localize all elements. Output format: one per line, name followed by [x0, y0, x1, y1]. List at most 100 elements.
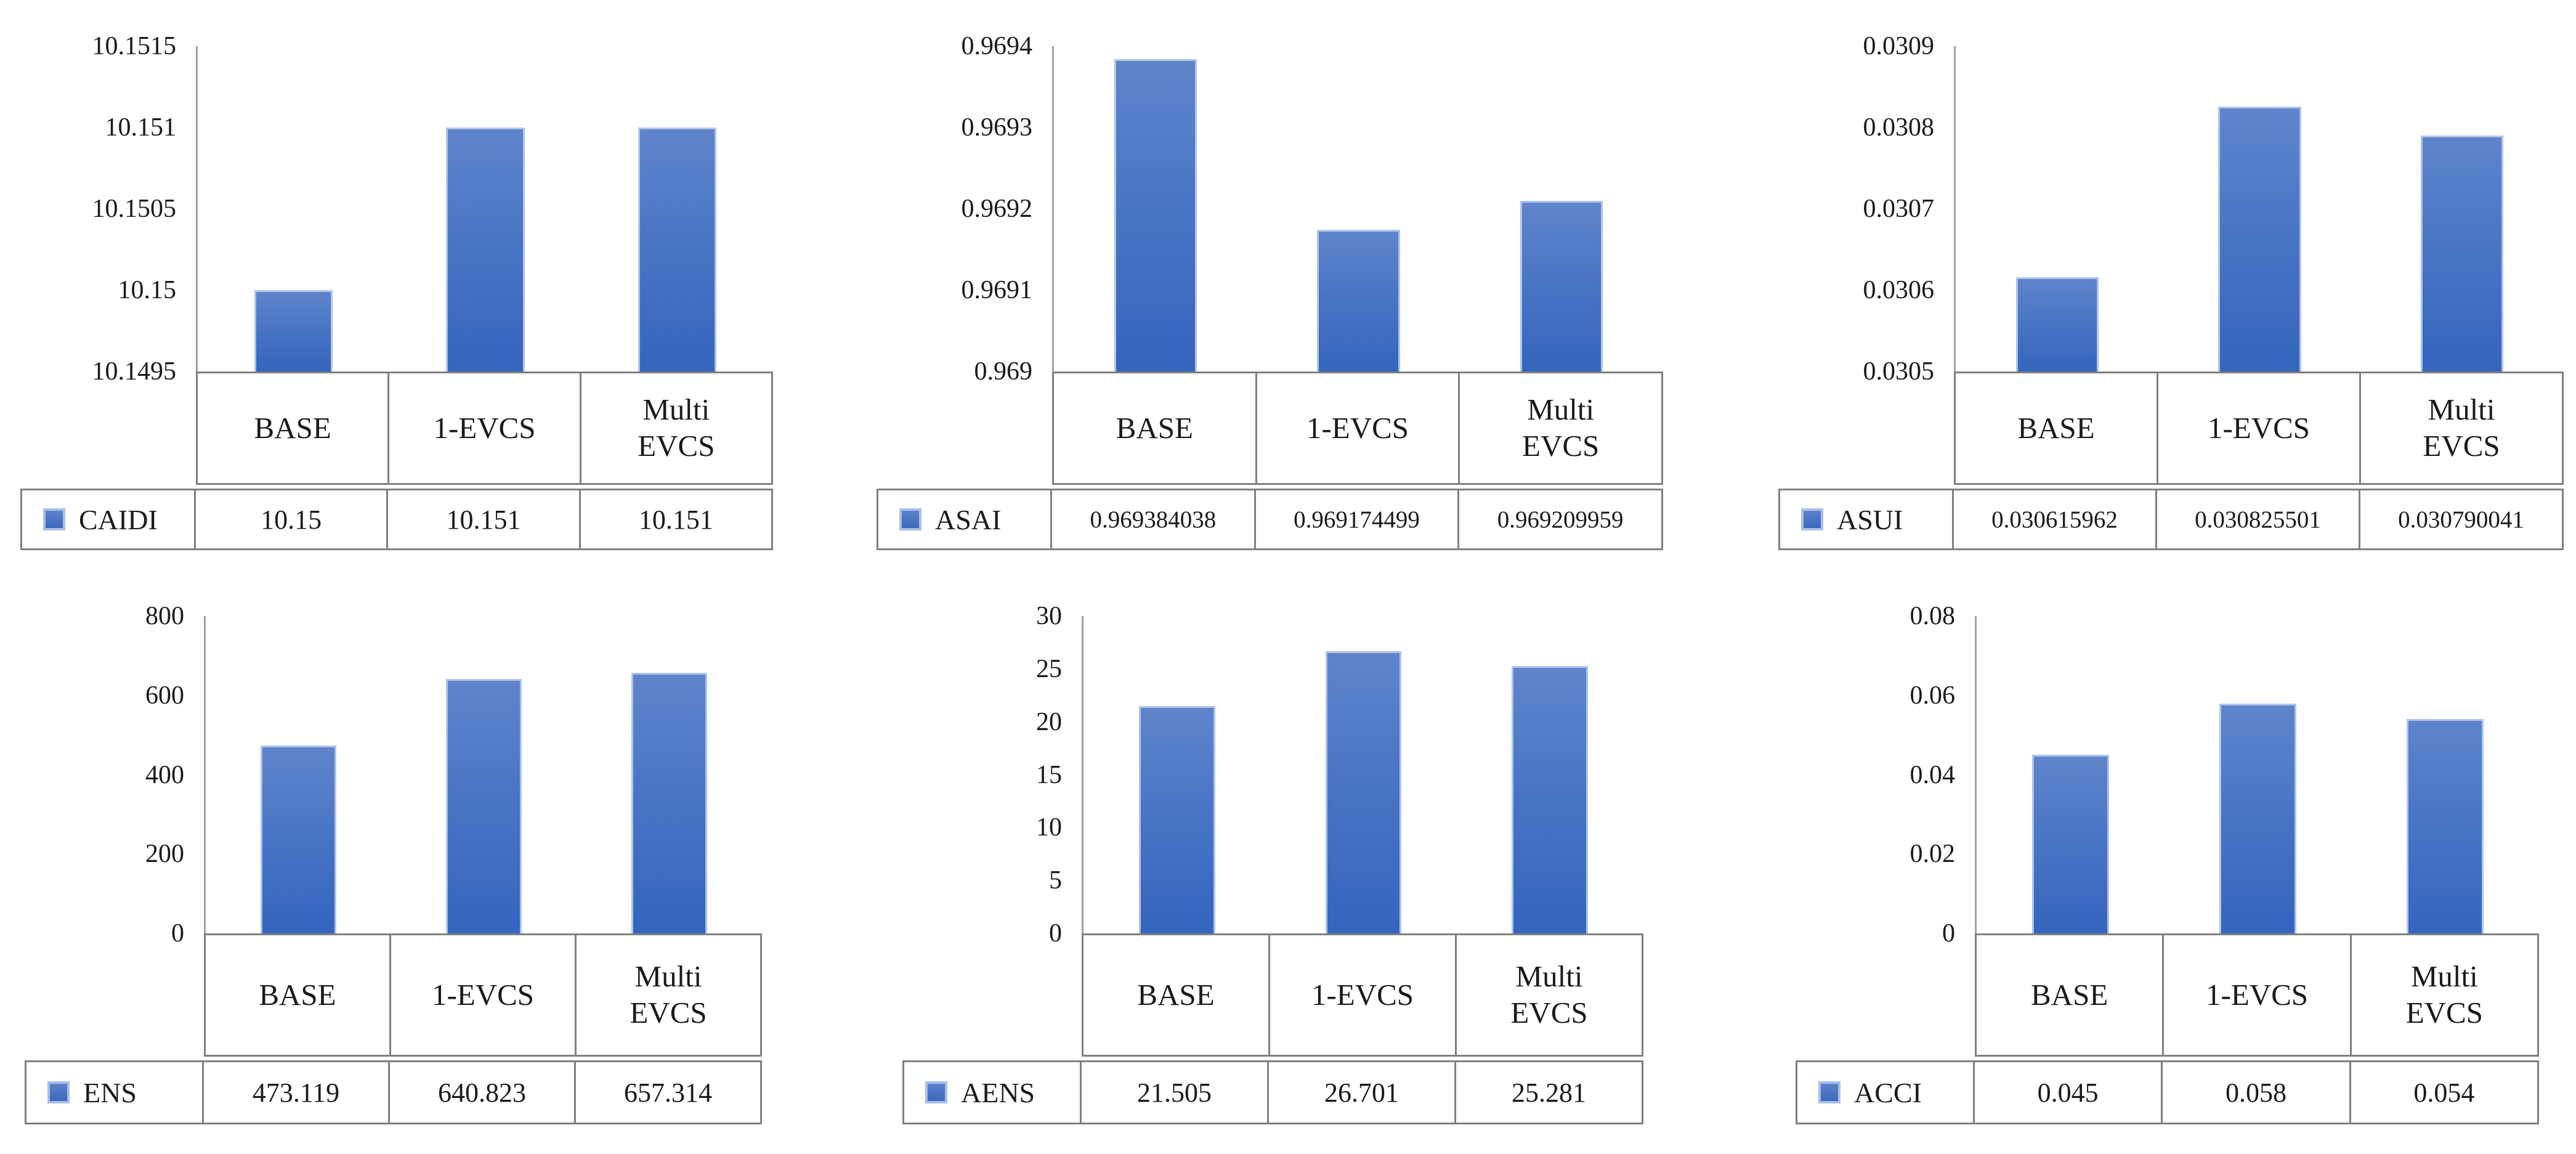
- category-label: BASE: [2017, 410, 2095, 445]
- y-axis-tick: 0.04: [1910, 760, 1956, 789]
- category-cell: Multi EVCS: [575, 933, 762, 1057]
- bar-base: [2015, 277, 2099, 372]
- legend-cell: ENS: [25, 1060, 204, 1124]
- category-cell: BASE: [1954, 372, 2158, 485]
- bar-base: [261, 746, 337, 933]
- bar-base: [1138, 705, 1215, 933]
- category-label: BASE: [259, 977, 336, 1012]
- category-header-row: BASE 1-EVCS Multi EVCS: [196, 372, 773, 485]
- category-header-row: BASE 1-EVCS Multi EVCS: [1954, 372, 2564, 485]
- plot-area-row: 30 25 20 15 10 5 0: [893, 603, 1643, 946]
- y-axis-tick: 10.1515: [92, 32, 177, 60]
- legend-cell: ASUI: [1778, 489, 1954, 550]
- y-axis-tick: 0.0309: [1863, 32, 1935, 60]
- plot-area: [1082, 616, 1643, 933]
- bar-base: [1114, 59, 1197, 372]
- y-axis-tick: 200: [145, 840, 184, 869]
- category-header-row: BASE 1-EVCS Multi EVCS: [1975, 933, 2539, 1057]
- bar-1evcs: [446, 679, 522, 933]
- series-label: ENS: [83, 1076, 137, 1108]
- y-axis-tick: 0.9692: [961, 195, 1033, 223]
- category-label: 1-EVCS: [2207, 410, 2311, 445]
- category-cell: 1-EVCS: [389, 933, 577, 1057]
- category-cell: Multi EVCS: [1455, 933, 1643, 1057]
- data-table-row: ASAI 0.969384038 0.969174499 0.969209959: [877, 489, 1664, 550]
- chart-ens: 800 600 400 200 0 BASE 1-EVCS Multi EVCS…: [15, 603, 762, 1124]
- series-label: ACCI: [1854, 1076, 1922, 1108]
- y-axis: 10.1515 10.151 10.1505 10.15 10.1495: [11, 33, 196, 384]
- value-cell: 26.701: [1267, 1060, 1456, 1124]
- plot-area-row: 0.0309 0.0308 0.0307 0.0306 0.0305: [1769, 33, 2564, 384]
- value-cell: 0.058: [2161, 1060, 2351, 1124]
- category-label: BASE: [2031, 977, 2108, 1012]
- category-label: Multi EVCS: [1510, 959, 1588, 1030]
- category-cell: 1-EVCS: [2157, 372, 2361, 485]
- y-axis: 0.0309 0.0308 0.0307 0.0306 0.0305: [1769, 33, 1954, 384]
- y-axis: 30 25 20 15 10 5 0: [893, 603, 1082, 946]
- y-axis-tick: 0.08: [1910, 602, 1956, 630]
- category-cell: 1-EVCS: [1268, 933, 1457, 1057]
- y-axis: 0.08 0.06 0.04 0.02 0: [1786, 603, 1975, 946]
- y-axis-tick: 15: [1036, 760, 1062, 789]
- bar-base: [254, 290, 333, 372]
- y-axis-tick: 10.1495: [92, 357, 177, 386]
- value-cell: 473.119: [202, 1060, 390, 1124]
- plot-area: [1052, 46, 1663, 372]
- category-cell: Multi EVCS: [579, 372, 773, 485]
- category-label: Multi EVCS: [2423, 392, 2500, 463]
- value-cell: 0.030790041: [2359, 489, 2564, 550]
- category-label: Multi EVCS: [1522, 392, 1600, 463]
- legend-key-icon: [47, 1081, 70, 1103]
- value-cell: 10.151: [386, 489, 581, 550]
- category-header-row: BASE 1-EVCS Multi EVCS: [1082, 933, 1643, 1057]
- chart-caidi: 10.1515 10.151 10.1505 10.15 10.1495 BAS…: [11, 33, 773, 550]
- category-header-row: BASE 1-EVCS Multi EVCS: [1052, 372, 1664, 485]
- category-label: BASE: [1116, 410, 1193, 445]
- chart-aens: 30 25 20 15 10 5 0 BASE 1-EVCS Multi EVC…: [893, 603, 1643, 1124]
- bar-1evcs: [2219, 703, 2296, 933]
- value-cell: 25.281: [1454, 1060, 1643, 1124]
- value-cell: 0.969209959: [1457, 489, 1664, 550]
- y-axis-tick: 0.06: [1910, 681, 1956, 710]
- data-table-row: ACCI 0.045 0.058 0.054: [1796, 1060, 2539, 1124]
- y-axis-tick: 25: [1036, 654, 1062, 683]
- y-axis-tick: 0.0306: [1863, 276, 1935, 304]
- bar-multi-evcs: [2421, 136, 2504, 372]
- bar-multi-evcs: [1520, 200, 1603, 372]
- category-cell: BASE: [1082, 933, 1270, 1057]
- category-cell: BASE: [204, 933, 391, 1057]
- plot-area-row: 0.08 0.06 0.04 0.02 0: [1786, 603, 2539, 946]
- plot-area: [196, 46, 773, 372]
- data-table-row: ENS 473.119 640.823 657.314: [25, 1060, 762, 1124]
- y-axis-tick: 0: [1049, 919, 1062, 948]
- legend-cell: CAIDI: [20, 489, 196, 550]
- y-axis: 0.9694 0.9693 0.9692 0.9691 0.969: [867, 33, 1052, 384]
- category-cell: BASE: [1975, 933, 2165, 1057]
- value-cell: 0.030615962: [1952, 489, 2157, 550]
- category-label: BASE: [254, 410, 331, 445]
- legend-key-icon: [899, 508, 921, 530]
- category-label: 1-EVCS: [1311, 977, 1414, 1012]
- plot-area-row: 0.9694 0.9693 0.9692 0.9691 0.969: [867, 33, 1663, 384]
- chart-asai: 0.9694 0.9693 0.9692 0.9691 0.969 BASE 1…: [867, 33, 1664, 550]
- y-axis-tick: 20: [1036, 707, 1062, 736]
- category-label: 1-EVCS: [431, 977, 535, 1012]
- chart-asui: 0.0309 0.0308 0.0307 0.0306 0.0305 BASE …: [1769, 33, 2564, 550]
- category-cell: BASE: [196, 372, 390, 485]
- category-cell: Multi EVCS: [2349, 933, 2539, 1057]
- value-cell: 0.030825501: [2155, 489, 2360, 550]
- plot-area: [204, 616, 762, 933]
- y-axis-tick: 30: [1036, 602, 1062, 630]
- y-axis-tick: 0.9691: [961, 276, 1033, 304]
- category-label: Multi EVCS: [2405, 959, 2483, 1030]
- legend-key-icon: [1818, 1081, 1841, 1103]
- category-label: BASE: [1137, 977, 1215, 1012]
- y-axis-tick: 5: [1049, 866, 1062, 895]
- y-axis-tick: 0: [1942, 919, 1955, 948]
- y-axis-tick: 10.15: [118, 276, 177, 304]
- category-header-row: BASE 1-EVCS Multi EVCS: [204, 933, 762, 1057]
- value-cell: 0.969384038: [1050, 489, 1256, 550]
- data-table-row: CAIDI 10.15 10.151 10.151: [20, 489, 773, 550]
- category-label: Multi EVCS: [630, 959, 707, 1030]
